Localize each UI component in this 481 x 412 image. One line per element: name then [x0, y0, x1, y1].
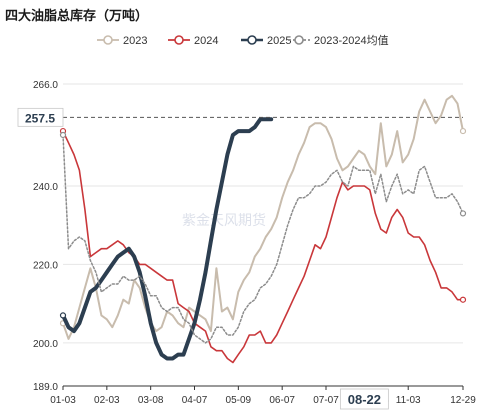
x-tick-label: 03-08 [138, 395, 164, 406]
chart-title: 四大油脂总库存（万吨） [5, 8, 148, 24]
series-point [459, 210, 467, 217]
legend-item-2023[interactable]: 2023 [97, 35, 147, 47]
x-tick-label: 06-07 [269, 395, 295, 406]
x-tick-label: 02-03 [94, 395, 120, 406]
legend-label: 2024 [194, 35, 218, 47]
series-line-2025 [61, 117, 274, 361]
series-layer [59, 94, 467, 364]
y-axis: 189.0 200.0 220.0 240.0 266.0 [33, 80, 58, 393]
series-line-2023 [62, 94, 464, 340]
y-tick-label: 200.0 [33, 339, 58, 350]
x-tick-label: 11-03 [396, 395, 421, 406]
x-tick-label: 04-07 [182, 395, 208, 406]
legend-item-2024[interactable]: 2024 [168, 35, 218, 47]
series-point [459, 296, 467, 303]
y-pointer-label: 257.5 [25, 111, 55, 125]
x-tick-label: 05-09 [226, 395, 252, 406]
x-tick-label: 12-29 [450, 395, 476, 406]
legend[interactable]: 2023 2024 2025 2023-2024均值 [97, 34, 389, 47]
watermark: 紫金天风期货 [182, 212, 266, 228]
legend-swatch-marker [103, 35, 113, 45]
legend-item-2025[interactable]: 2025 [241, 35, 291, 47]
legend-swatch-marker [294, 35, 304, 45]
x-tick-label: 07-07 [313, 395, 339, 406]
legend-label: 2023 [123, 35, 147, 47]
legend-swatch-marker [174, 35, 184, 45]
x-pointer-badge [339, 388, 389, 410]
series-point [59, 131, 67, 139]
y-tick-label: 220.0 [33, 260, 58, 271]
y-tick-label: 240.0 [33, 182, 58, 193]
y-tick-label: 189.0 [33, 382, 58, 393]
legend-label: 2023-2024均值 [314, 34, 389, 47]
axis-pointer: 257.5 08-22 [17, 107, 463, 410]
series-line-2023-2024均值 [62, 134, 464, 344]
series-2023-2024均值 [59, 131, 467, 344]
y-tick-label: 266.0 [33, 80, 58, 91]
series-2025 [59, 117, 274, 361]
y-pointer-badge [17, 107, 64, 127]
series-point [459, 127, 467, 135]
x-pointer-label: 08-22 [348, 392, 381, 407]
legend-item-2023-2024均值[interactable]: 2023-2024均值 [288, 34, 389, 47]
legend-label: 2025 [267, 35, 291, 47]
legend-swatch-marker [247, 35, 257, 45]
series-point [59, 312, 67, 319]
x-tick-label: 01-03 [50, 395, 76, 406]
